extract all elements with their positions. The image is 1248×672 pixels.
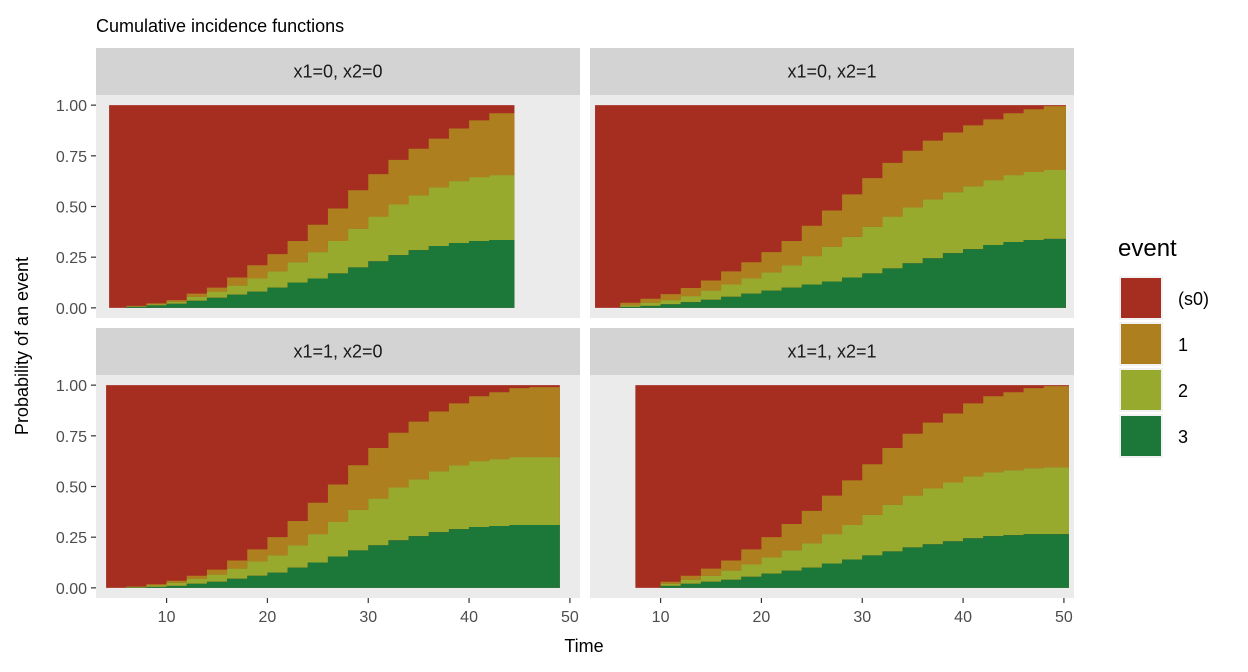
y-tick-label: 1.00 <box>56 98 87 115</box>
x-tick-label: 20 <box>259 609 277 626</box>
y-tick-label: 0.75 <box>56 149 87 166</box>
area-event-1 <box>635 385 1069 588</box>
area-event-3 <box>595 238 1066 308</box>
y-tick-label: 0.00 <box>56 581 87 598</box>
y-tick-label: 0.75 <box>56 429 87 446</box>
area-event-2 <box>635 467 1069 588</box>
panel-strip <box>96 48 580 95</box>
area-event-3 <box>635 534 1069 588</box>
panels-layer: x1=0, x2=0 0.00 0.25 0.50 0.75 1.00 x1=0, x2=1… <box>56 48 1074 626</box>
area-event-2 <box>595 170 1066 308</box>
panel-strip <box>96 328 580 375</box>
y-tick-label: 0.50 <box>56 200 87 217</box>
panel-strip-label: x1=0, x2=1 <box>787 62 876 82</box>
x-tick-label: 40 <box>460 609 478 626</box>
y-tick-label: 0.25 <box>56 530 87 547</box>
panel-2: x1=0, x2=1 <box>590 48 1074 318</box>
panel-strip-label: x1=1, x2=0 <box>293 342 382 362</box>
legend-label: 1 <box>1178 335 1188 355</box>
area-event-1 <box>106 385 560 588</box>
y-tick-label: 0.25 <box>56 250 87 267</box>
y-axis-title: Probability of an event <box>12 257 32 435</box>
x-tick-label: 40 <box>954 609 972 626</box>
panel-1: x1=0, x2=0 0.00 0.25 0.50 0.75 1.00 <box>56 48 580 318</box>
legend-label: (s0) <box>1178 289 1209 309</box>
area-event-2 <box>109 172 515 308</box>
panel-strip-label: x1=1, x2=1 <box>787 342 876 362</box>
x-tick-label: 10 <box>652 609 670 626</box>
area-event-3 <box>109 238 515 308</box>
x-tick-label: 50 <box>561 609 579 626</box>
panel-4: x1=1, x2=1 10 20 30 40 50 <box>590 328 1074 626</box>
x-axis-title: Time <box>564 636 603 656</box>
x-tick-label: 10 <box>158 609 176 626</box>
legend-swatch <box>1121 370 1161 410</box>
legend-title: event <box>1118 235 1177 262</box>
area-event-1 <box>595 105 1066 308</box>
legend-swatch <box>1121 278 1161 318</box>
x-tick-label: 50 <box>1055 609 1073 626</box>
y-tick-label: 0.00 <box>56 301 87 318</box>
legend-label: 2 <box>1178 381 1188 401</box>
y-tick-label: 0.50 <box>56 480 87 497</box>
legend-swatch <box>1121 324 1161 364</box>
x-tick-label: 20 <box>753 609 771 626</box>
panel-3: x1=1, x2=0 0.00 0.25 0.50 0.75 1.00 10 20 30 40 50 <box>56 328 580 626</box>
panel-strip <box>590 48 1074 95</box>
panel-strip-label: x1=0, x2=0 <box>293 62 382 82</box>
area-event-3 <box>106 525 560 588</box>
area-event-1 <box>109 107 515 308</box>
legend-swatch <box>1121 416 1161 456</box>
x-tick-label: 30 <box>359 609 377 626</box>
x-tick-label: 30 <box>853 609 871 626</box>
y-tick-label: 1.00 <box>56 378 87 395</box>
area-event-2 <box>106 457 560 588</box>
chart-title: Cumulative incidence functions <box>96 16 344 36</box>
legend-label: 3 <box>1178 427 1188 447</box>
legend: event (s0) 1 2 3 <box>1118 235 1209 458</box>
panel-strip <box>590 328 1074 375</box>
